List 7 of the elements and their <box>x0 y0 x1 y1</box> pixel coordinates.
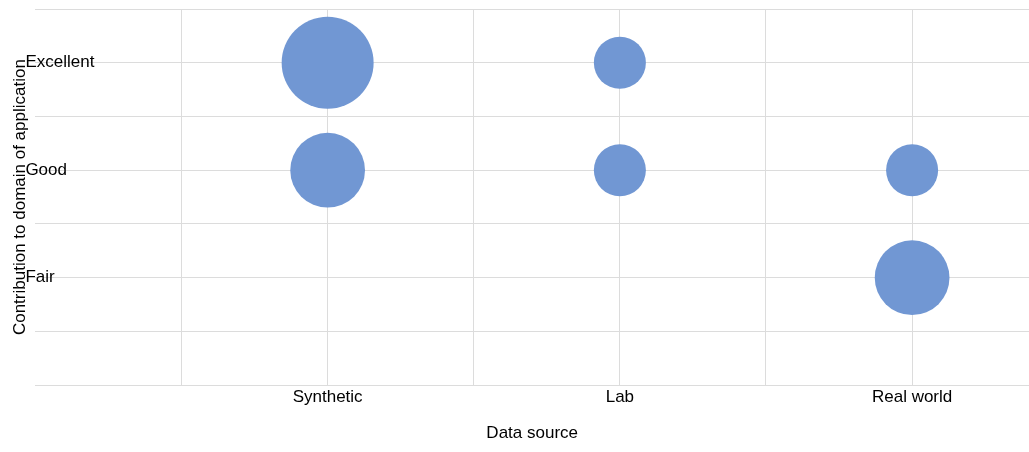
category-label: Good <box>25 159 67 179</box>
x-tick-label: Synthetic <box>292 387 364 407</box>
x-axis-title: Data source <box>486 423 579 443</box>
x-tick-label: Lab <box>605 387 635 407</box>
x-tick-label: Real world <box>871 387 953 407</box>
category-label: Fair <box>25 267 55 287</box>
category-label: Excellent <box>25 52 95 72</box>
